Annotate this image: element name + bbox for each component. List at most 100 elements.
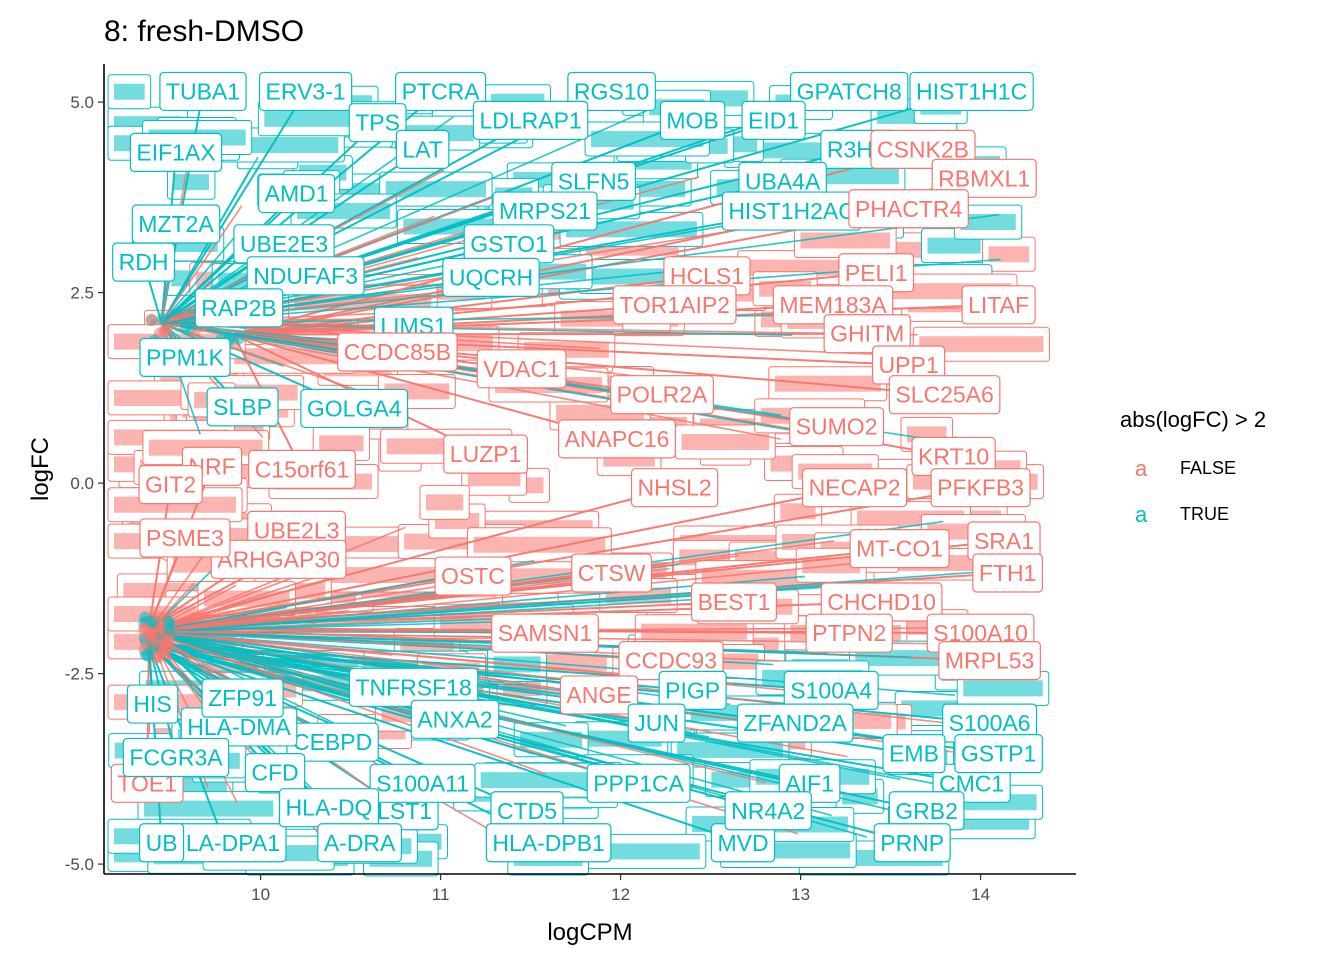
connector-line xyxy=(148,619,536,633)
gene-label-box xyxy=(337,332,458,372)
gene-label-box xyxy=(410,699,500,739)
connector-line xyxy=(160,205,243,324)
y-ticks: -5.0 -2.5 0.0 2.5 5.0 xyxy=(65,93,104,874)
gene-label-box xyxy=(931,158,1037,198)
gene-label-text: SRA1 xyxy=(974,528,1034,554)
gene-label-box xyxy=(434,556,512,596)
gene-label-text: CTD5 xyxy=(497,798,557,824)
gene-label: HIST1H2AC xyxy=(721,191,862,231)
gene-label-box xyxy=(139,518,231,558)
background-label-text-bar xyxy=(319,567,452,584)
gene-label: LUZP1 xyxy=(443,434,528,474)
gene-label-box xyxy=(909,71,1034,112)
gene-label-box xyxy=(485,823,612,863)
gene-label: EID1 xyxy=(741,100,806,140)
gene-label-text: CSNK2B xyxy=(877,136,969,162)
gene-label-box xyxy=(300,388,409,429)
data-point xyxy=(156,312,169,325)
background-label-text-bar xyxy=(473,536,606,553)
gene-label-text: ANAPC16 xyxy=(565,426,670,452)
background-label-text-bar xyxy=(173,174,209,191)
gene-label: MOB xyxy=(659,100,726,140)
gene-label-text: UBE2L3 xyxy=(254,517,340,543)
gene-label-box xyxy=(138,465,203,505)
gene-label-text: PELI1 xyxy=(845,260,908,286)
gene-label: SLC25A6 xyxy=(888,375,1001,415)
gene-label: CCDC93 xyxy=(618,641,724,681)
data-point xyxy=(162,615,175,628)
background-label-text-bar xyxy=(467,470,521,487)
gene-label-text: LITAF xyxy=(968,292,1029,318)
gene-label-text: RGS10 xyxy=(574,78,649,104)
gene-label-text: PTCRA xyxy=(402,78,481,104)
gene-label: EMB xyxy=(882,734,946,774)
gene-label-text: LDLRAP1 xyxy=(479,107,581,133)
gene-label: TUBA1 xyxy=(159,71,247,112)
gene-label-box xyxy=(258,71,353,112)
gene-label-box xyxy=(317,823,402,863)
gene-label: HIS xyxy=(126,684,179,724)
gene-label: RGS10 xyxy=(567,71,656,112)
gene-label: ANAPC16 xyxy=(557,419,677,459)
gene-label: POLR2A xyxy=(610,375,714,415)
chart-title: 8: fresh-DMSO xyxy=(104,15,304,48)
y-tick-label: -5.0 xyxy=(65,855,94,874)
gene-label-text: PIGP xyxy=(665,677,720,703)
gene-label-box xyxy=(823,314,911,354)
gene-label-box xyxy=(724,791,812,831)
data-point xyxy=(152,611,165,624)
gene-label: NECAP2 xyxy=(801,468,908,508)
gene-label-text: HIST1H1C xyxy=(916,78,1027,104)
gene-label: GIT2 xyxy=(138,465,203,505)
gene-label-text: FTH1 xyxy=(979,560,1037,586)
gene-label-box xyxy=(491,613,599,653)
background-label-text-bar xyxy=(780,503,816,520)
background-label-text-bar xyxy=(988,246,1030,263)
gene-label-box xyxy=(246,256,365,296)
gene-label: TOR1AIP2 xyxy=(612,285,737,325)
gene-label-text: SLFN5 xyxy=(558,168,630,194)
gene-label: CTSW xyxy=(571,553,653,593)
gene-label: HLA-DPA1 xyxy=(162,823,287,863)
x-tick-label: 10 xyxy=(251,885,270,904)
gene-label-text: TPS xyxy=(355,110,400,136)
gene-label-box xyxy=(395,129,450,169)
gene-label-text: NHSL2 xyxy=(638,475,712,501)
gene-label-text: GOLGA4 xyxy=(307,395,402,421)
gene-label: HLA-DPB1 xyxy=(485,823,612,863)
gene-label-box xyxy=(938,641,1041,681)
gene-label: UBA4A xyxy=(738,161,827,201)
connector-line xyxy=(233,271,877,336)
connector-line xyxy=(160,192,298,324)
connector-line xyxy=(148,520,944,633)
gene-label: UBE2E3 xyxy=(233,224,335,264)
gene-label-box xyxy=(610,375,714,415)
gene-label: LDLRAP1 xyxy=(472,100,589,140)
gene-label-text: A-DRA xyxy=(324,830,396,856)
background-label-text-bar xyxy=(800,232,891,249)
gene-label-box xyxy=(882,734,946,774)
data-point xyxy=(139,648,152,661)
gene-label: ARHGAP30 xyxy=(210,539,347,579)
gene-label: PFKFB3 xyxy=(930,468,1031,508)
legend-key-false: a xyxy=(1135,456,1148,481)
data-point xyxy=(232,332,245,345)
gene-label: PTPN2 xyxy=(805,613,893,653)
gene-label-box xyxy=(789,407,885,447)
gene-label-text: CEBPD xyxy=(293,729,372,755)
gene-label-text: MOB xyxy=(666,107,718,133)
connector-line xyxy=(148,577,313,633)
gene-label-box xyxy=(476,349,567,389)
x-tick-label: 11 xyxy=(432,885,450,904)
gene-label-text: HCLS1 xyxy=(670,263,744,289)
gene-label: GSTP1 xyxy=(954,734,1043,774)
connector-line xyxy=(148,575,340,633)
gene-label-text: SLBP xyxy=(213,394,272,420)
legend-label-false: FALSE xyxy=(1180,458,1236,478)
gene-label-text: UPP1 xyxy=(879,352,939,378)
gene-label-text: HLA-DQ xyxy=(286,795,373,821)
gene-label-box xyxy=(805,613,893,653)
gene-label: ANGE xyxy=(559,675,639,715)
gene-label: PIGP xyxy=(658,670,727,710)
